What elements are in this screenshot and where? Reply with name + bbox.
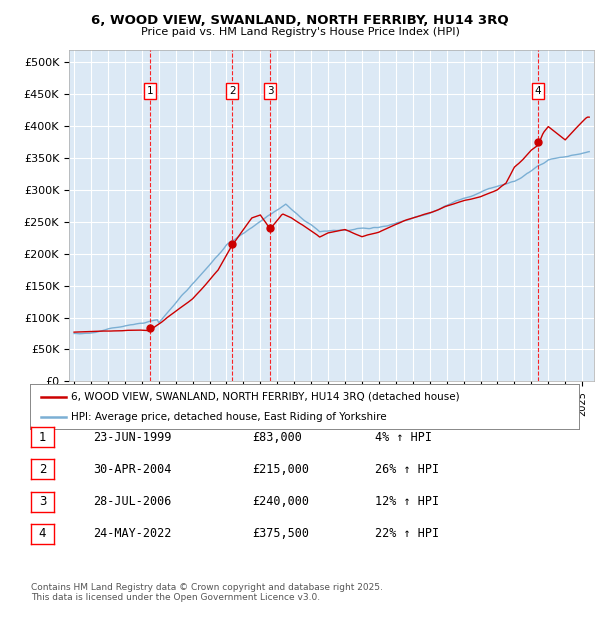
Text: £215,000: £215,000 xyxy=(252,463,309,476)
Text: Contains HM Land Registry data © Crown copyright and database right 2025.
This d: Contains HM Land Registry data © Crown c… xyxy=(31,583,383,602)
Text: 26% ↑ HPI: 26% ↑ HPI xyxy=(375,463,439,476)
Text: 30-APR-2004: 30-APR-2004 xyxy=(93,463,172,476)
Text: 23-JUN-1999: 23-JUN-1999 xyxy=(93,431,172,443)
Text: 3: 3 xyxy=(39,495,46,508)
Text: HPI: Average price, detached house, East Riding of Yorkshire: HPI: Average price, detached house, East… xyxy=(71,412,387,422)
Text: 6, WOOD VIEW, SWANLAND, NORTH FERRIBY, HU14 3RQ (detached house): 6, WOOD VIEW, SWANLAND, NORTH FERRIBY, H… xyxy=(71,392,460,402)
Text: 12% ↑ HPI: 12% ↑ HPI xyxy=(375,495,439,508)
Text: 3: 3 xyxy=(267,86,274,96)
Text: 24-MAY-2022: 24-MAY-2022 xyxy=(93,528,172,540)
Text: £375,500: £375,500 xyxy=(252,528,309,540)
Text: £83,000: £83,000 xyxy=(252,431,302,443)
Text: 2: 2 xyxy=(229,86,235,96)
Text: Price paid vs. HM Land Registry's House Price Index (HPI): Price paid vs. HM Land Registry's House … xyxy=(140,27,460,37)
Text: 2: 2 xyxy=(39,463,46,476)
Text: 6, WOOD VIEW, SWANLAND, NORTH FERRIBY, HU14 3RQ: 6, WOOD VIEW, SWANLAND, NORTH FERRIBY, H… xyxy=(91,14,509,27)
Text: 1: 1 xyxy=(39,431,46,443)
Text: 4% ↑ HPI: 4% ↑ HPI xyxy=(375,431,432,443)
Text: £240,000: £240,000 xyxy=(252,495,309,508)
Text: 4: 4 xyxy=(535,86,541,96)
Text: 4: 4 xyxy=(39,528,46,540)
Text: 1: 1 xyxy=(146,86,153,96)
Text: 22% ↑ HPI: 22% ↑ HPI xyxy=(375,528,439,540)
Text: 28-JUL-2006: 28-JUL-2006 xyxy=(93,495,172,508)
